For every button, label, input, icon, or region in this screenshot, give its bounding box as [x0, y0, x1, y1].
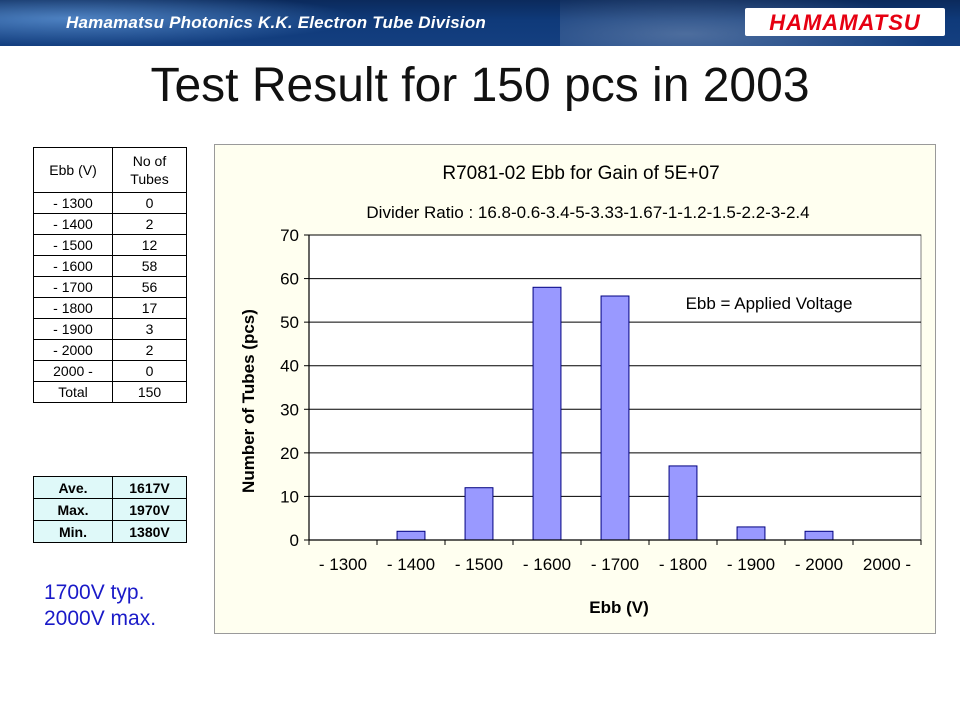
- y-tick-label: 70: [280, 226, 299, 245]
- cell-tubes: 0: [112, 192, 187, 214]
- cell-tubes: 2: [112, 339, 187, 361]
- bar: [396, 530, 426, 541]
- stat-label: Min.: [33, 520, 113, 543]
- tube-count-table: Ebb (V) No of Tubes - 1300 0- 1400 2- 1500 1…: [33, 147, 187, 403]
- x-tick-label: 2000 -: [863, 555, 911, 574]
- page-title: Test Result for 150 pcs in 2003: [150, 59, 810, 112]
- y-tick-label: 0: [290, 531, 299, 550]
- table-row: - 1700 56: [33, 276, 187, 298]
- cell-tubes: 0: [112, 360, 187, 382]
- cell-ebb: Total: [33, 381, 113, 403]
- x-tick-label: - 1900: [727, 555, 775, 574]
- stat-value: 1970V: [112, 498, 187, 521]
- table-row: - 1400 2: [33, 213, 187, 235]
- stats-table-body: Ave. 1617V Max. 1970V Min. 1380V: [33, 476, 187, 543]
- logo-wordmark: HAMAMATSU: [769, 10, 921, 34]
- chart-area: R7081-02 Ebb for Gain of 5E+07 Divider R…: [214, 144, 936, 634]
- y-tick-label: 30: [280, 400, 299, 419]
- stats-table: Ave. 1617V Max. 1970V Min. 1380V: [33, 476, 187, 543]
- y-tick-label: 50: [280, 313, 299, 332]
- chart-subtitle: Divider Ratio : 16.8-0.6-3.4-5-3.33-1.67…: [366, 203, 809, 222]
- stat-label: Max.: [33, 498, 113, 521]
- chart-title: R7081-02 Ebb for Gain of 5E+07: [442, 163, 719, 184]
- cell-tubes: 17: [112, 297, 187, 319]
- cell-tubes: 2: [112, 213, 187, 235]
- x-tick-label: - 1300: [319, 555, 367, 574]
- hamamatsu-logo: HAMAMATSU: [745, 8, 945, 36]
- cell-tubes: 58: [112, 255, 187, 277]
- table-row: - 1500 12: [33, 234, 187, 256]
- cell-ebb: - 1400: [33, 213, 113, 235]
- cell-ebb: - 1900: [33, 318, 113, 340]
- chart-annotation: Ebb = Applied Voltage: [686, 294, 853, 313]
- header-tubes: No of Tubes: [112, 147, 187, 193]
- banner-glow: [0, 0, 360, 46]
- y-tick-label: 60: [280, 270, 299, 289]
- x-tick-label: - 1500: [455, 555, 503, 574]
- bar: [464, 487, 494, 541]
- stats-row: Min. 1380V: [33, 520, 187, 543]
- table-row: - 1900 3: [33, 318, 187, 340]
- table-row: - 2000 2: [33, 339, 187, 361]
- cell-ebb: - 2000: [33, 339, 113, 361]
- bar-chart: R7081-02 Ebb for Gain of 5E+07 Divider R…: [239, 163, 922, 617]
- cell-ebb: 2000 -: [33, 360, 113, 382]
- cell-ebb: - 1700: [33, 276, 113, 298]
- x-tick-label: - 1600: [523, 555, 571, 574]
- bar: [668, 465, 698, 541]
- x-tick-label: - 1800: [659, 555, 707, 574]
- x-tick-label: - 2000: [795, 555, 843, 574]
- voltage-note: 1700V typ. 2000V max.: [44, 580, 156, 632]
- bar: [804, 530, 834, 541]
- stats-row: Max. 1970V: [33, 498, 187, 521]
- bar: [532, 286, 562, 541]
- y-tick-label: 20: [280, 444, 299, 463]
- cell-tubes: 150: [112, 381, 187, 403]
- header-banner: Hamamatsu Photonics K.K. Electron Tube D…: [0, 0, 960, 46]
- y-axis-label: Number of Tubes (pcs): [239, 309, 258, 493]
- stat-label: Ave.: [33, 476, 113, 499]
- cell-tubes: 56: [112, 276, 187, 298]
- header-ebb: Ebb (V): [33, 147, 113, 193]
- stat-value: 1617V: [112, 476, 187, 499]
- stat-value: 1380V: [112, 520, 187, 543]
- cell-tubes: 3: [112, 318, 187, 340]
- table-row: - 1300 0: [33, 192, 187, 214]
- cell-tubes: 12: [112, 234, 187, 256]
- y-tick-label: 10: [280, 487, 299, 506]
- table-row: - 1800 17: [33, 297, 187, 319]
- note-typical: 1700V typ.: [44, 581, 145, 604]
- table-row: - 1600 58: [33, 255, 187, 277]
- table-row: Total 150: [33, 381, 187, 403]
- cell-ebb: - 1300: [33, 192, 113, 214]
- y-tick-label: 40: [280, 357, 299, 376]
- note-max: 2000V max.: [44, 607, 157, 630]
- bar: [600, 295, 630, 541]
- cell-ebb: - 1800: [33, 297, 113, 319]
- table-header-row: Ebb (V) No of Tubes: [33, 147, 187, 193]
- table-row: 2000 -0: [33, 360, 187, 382]
- stats-row: Ave. 1617V: [33, 476, 187, 499]
- x-axis-label: Ebb (V): [589, 598, 649, 617]
- x-tick-label: - 1400: [387, 555, 435, 574]
- x-tick-label: - 1700: [591, 555, 639, 574]
- plot-area: 0 10 20 30 40 50 60 70 - 1300 - 1400 - 1500 - 1600 -…: [280, 226, 922, 574]
- bar: [736, 526, 766, 541]
- cell-ebb: - 1500: [33, 234, 113, 256]
- banner-text: Hamamatsu Photonics K.K. Electron Tube D…: [66, 13, 486, 32]
- logo-text: HAMAMATSU: [769, 10, 921, 34]
- cell-ebb: - 1600: [33, 255, 113, 277]
- tube-table-body: Ebb (V) No of Tubes - 1300 0- 1400 2- 1500 1…: [33, 147, 187, 403]
